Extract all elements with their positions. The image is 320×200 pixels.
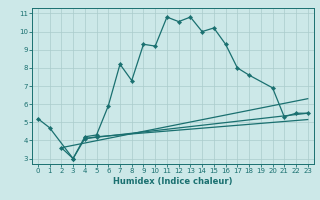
X-axis label: Humidex (Indice chaleur): Humidex (Indice chaleur) (113, 177, 233, 186)
